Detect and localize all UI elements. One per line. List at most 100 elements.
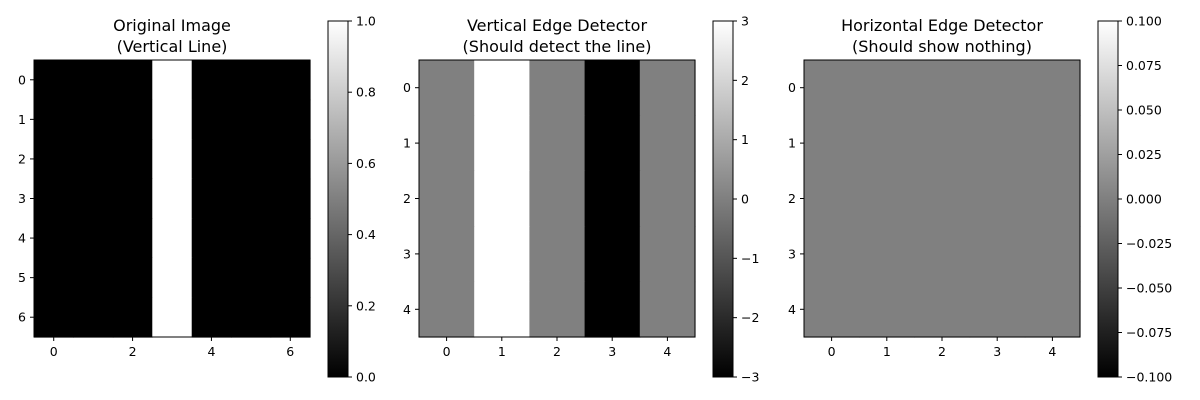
panel-title-line-1: Original Image (113, 16, 231, 35)
heatmap-cell (270, 139, 311, 180)
heatmap-cell (419, 115, 475, 172)
heatmap-cell (804, 115, 860, 172)
colorbar-ticks: −0.100 −0.075 −0.050 −0.025 0.000 0.025 0.050 0… (1118, 14, 1172, 385)
x-tick-label: 0 (50, 344, 58, 359)
heatmap-cell (584, 60, 641, 116)
colorbar-tick-label: 0 (741, 192, 749, 207)
heatmap-cell (231, 178, 272, 219)
panel-horizontal-edge-detector: Horizontal Edge Detector (Should show no… (788, 14, 1172, 385)
heatmap-cell (419, 281, 475, 338)
x-tick-label: 2 (938, 344, 946, 359)
heatmap-cell (969, 226, 1026, 283)
y-tick-label: 1 (788, 136, 796, 151)
colorbar-tick-label: 0.2 (356, 298, 376, 313)
heatmap-cell (474, 281, 530, 338)
panel-title-line-1: Vertical Edge Detector (467, 16, 647, 35)
y-tick-label: 0 (18, 72, 26, 87)
heatmap-cell (231, 297, 272, 338)
heatmap-cell (969, 281, 1026, 338)
x-tick-label: 2 (129, 344, 137, 359)
heatmap-cell (34, 178, 75, 219)
heatmap-cell (859, 170, 915, 227)
heatmap-cell (34, 297, 75, 338)
heatmap-cell (152, 257, 193, 299)
heatmap-cell (969, 170, 1026, 227)
heatmap-cell (34, 99, 75, 140)
colorbar-tick-label: 0.0 (356, 370, 376, 385)
heatmap-cell (969, 115, 1026, 172)
y-axis-ticks: 0 1 2 3 4 (403, 80, 419, 317)
colorbar-tick-label: 0.050 (1126, 103, 1162, 118)
heatmap-cell (914, 170, 971, 227)
y-tick-label: 0 (788, 80, 796, 95)
y-tick-label: 5 (18, 270, 26, 285)
heatmap-cell (639, 115, 696, 172)
heatmap-cell (270, 60, 311, 101)
heatmap-cell (112, 60, 153, 101)
heatmap-cell (152, 178, 193, 219)
heatmap-cell (112, 178, 153, 219)
heatmap-cell (584, 281, 641, 338)
y-tick-label: 1 (403, 136, 411, 151)
y-axis-ticks: 0 1 2 3 4 (788, 80, 804, 317)
colorbar-tick-label: 0.100 (1126, 14, 1162, 29)
x-tick-label: 3 (608, 344, 616, 359)
y-tick-label: 0 (403, 80, 411, 95)
heatmap-cell (859, 60, 915, 116)
x-tick-label: 0 (443, 344, 451, 359)
heatmap-cell (34, 218, 75, 259)
heatmap-cell (191, 297, 232, 338)
heatmap-cell (34, 257, 75, 299)
heatmap-cell (639, 170, 696, 227)
heatmap-cell (34, 60, 75, 101)
x-tick-label: 4 (1048, 344, 1056, 359)
y-tick-label: 4 (788, 302, 796, 317)
heatmap-cell (73, 60, 114, 101)
heatmap-cell (191, 60, 232, 101)
y-tick-label: 2 (788, 191, 796, 206)
y-tick-label: 1 (18, 112, 26, 127)
x-tick-label: 1 (883, 344, 891, 359)
heatmap-cell (270, 297, 311, 338)
colorbar-tick-label: −2 (741, 310, 759, 325)
heatmap-cell (639, 60, 696, 116)
heatmap-cell (474, 115, 530, 172)
y-tick-label: 2 (18, 151, 26, 166)
x-axis-ticks: 0 1 2 3 4 (443, 337, 671, 359)
x-tick-label: 6 (286, 344, 294, 359)
x-axis-ticks: 0 1 2 3 4 (828, 337, 1056, 359)
heatmap-cell (191, 178, 232, 219)
heatmap-cell (112, 257, 153, 299)
colorbar-tick-label: 3 (741, 14, 749, 29)
heatmap-cell (152, 139, 193, 180)
heatmap-cell (584, 170, 641, 227)
heatmap-cell (270, 218, 311, 259)
heatmap-cell (474, 170, 530, 227)
colorbar-tick-label: 0.000 (1126, 192, 1162, 207)
heatmap-cell (914, 115, 971, 172)
heatmap-cell (191, 139, 232, 180)
heatmap-cell (112, 297, 153, 338)
panel-title-line-2: (Should detect the line) (463, 37, 652, 56)
colorbar (327, 20, 349, 378)
heatmap-cell (859, 226, 915, 283)
heatmap-cell (1024, 170, 1081, 227)
heatmap-cell (914, 226, 971, 283)
heatmap-cell (419, 60, 475, 116)
x-tick-label: 1 (498, 344, 506, 359)
x-tick-label: 4 (663, 344, 671, 359)
heatmap-cell (112, 99, 153, 140)
heatmap-cell (34, 139, 75, 180)
heatmap-cell (73, 139, 114, 180)
colorbar-tick-label: −0.100 (1126, 370, 1172, 385)
heatmap-cells (419, 60, 696, 338)
heatmap-cell (231, 218, 272, 259)
heatmap-cells (804, 60, 1081, 338)
y-tick-label: 4 (403, 302, 411, 317)
heatmap-cell (191, 218, 232, 259)
heatmap-cell (152, 218, 193, 259)
heatmap-cell (270, 257, 311, 299)
heatmap-cell (859, 115, 915, 172)
y-axis-ticks: 0 1 2 3 4 5 6 (18, 72, 34, 325)
